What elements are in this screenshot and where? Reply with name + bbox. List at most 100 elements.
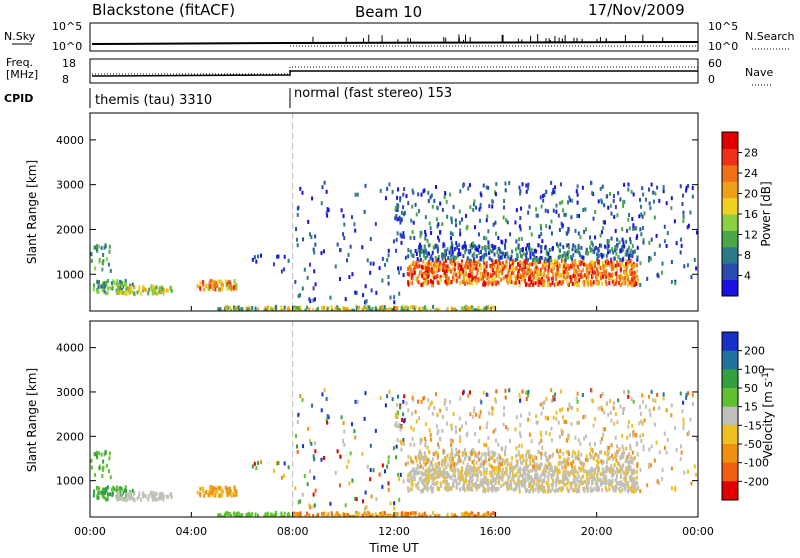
power-echo — [626, 283, 629, 288]
velocity-echo — [475, 460, 478, 465]
nsearch-tick-bottom: 10^0 — [708, 40, 738, 53]
power-echo — [505, 259, 508, 264]
velocity-echo — [406, 515, 409, 517]
velocity-echo — [520, 460, 523, 465]
power-echo — [436, 267, 439, 272]
velocity-echo — [425, 472, 428, 477]
power-echo — [511, 265, 514, 270]
velocity-echo — [570, 422, 573, 427]
velocity-echo — [593, 453, 596, 458]
velocity-echo — [444, 485, 447, 490]
power-echo — [295, 237, 298, 242]
velocity-echo — [439, 481, 442, 486]
power-echo — [517, 271, 520, 276]
velocity-echo — [594, 416, 597, 421]
power-echo — [501, 251, 504, 256]
power-echo — [436, 244, 439, 249]
velocity-echo — [592, 486, 595, 491]
x-tick-labels: 00:00 04:00 08:00 12:00 16:00 20:00 00:00 — [74, 306, 714, 538]
freq-unit: [MHz] — [6, 68, 38, 81]
power-echo — [614, 245, 617, 250]
power-echo — [467, 249, 470, 254]
velocity-echo — [602, 459, 605, 464]
velocity-echo — [552, 395, 555, 400]
velocity-echo — [521, 454, 524, 459]
velocity-echo — [613, 463, 616, 468]
velocity-echo — [425, 514, 428, 517]
power-echo — [450, 306, 453, 311]
velocity-echo — [670, 413, 673, 418]
velocity-echo — [477, 466, 480, 471]
power-echo — [220, 286, 223, 291]
power-echo — [106, 291, 109, 296]
velocity-echo — [501, 470, 504, 475]
power-echo — [416, 276, 419, 281]
velocity-echo — [606, 448, 609, 453]
power-echo — [455, 245, 458, 250]
power-echo — [429, 308, 432, 311]
velocity-echo — [621, 433, 624, 438]
power-echo — [510, 279, 513, 284]
velocity-echo — [589, 442, 592, 447]
velocity-echo — [387, 513, 390, 517]
power-echo — [520, 206, 523, 211]
velocity-echo — [128, 496, 131, 501]
velocity-echo — [674, 487, 677, 492]
power-echo — [119, 285, 122, 290]
power-echo — [623, 244, 626, 249]
power-echo — [400, 210, 403, 215]
nsky-spikes — [312, 34, 664, 43]
velocity-echo — [569, 485, 572, 490]
velocity-echo — [413, 442, 416, 447]
power-echo — [591, 282, 594, 287]
velocity-echo — [606, 467, 609, 472]
power-echo — [312, 298, 315, 303]
power-echo — [424, 232, 427, 237]
velocity-echo — [519, 454, 522, 459]
colorbar-tick-label: 50 — [744, 382, 758, 395]
power-echo — [560, 221, 563, 226]
velocity-echo — [280, 511, 283, 516]
velocity-echo — [583, 479, 586, 484]
velocity-echo — [441, 460, 444, 465]
velocity-echo — [423, 511, 426, 516]
velocity-echo — [353, 429, 356, 434]
power-echo — [143, 287, 146, 292]
power-echo — [622, 203, 625, 208]
velocity-echo — [449, 399, 452, 404]
velocity-echo — [325, 418, 328, 423]
velocity-echo — [576, 391, 579, 396]
velocity-echo — [316, 512, 319, 517]
velocity-echo — [695, 472, 698, 477]
power-echo — [475, 245, 478, 250]
velocity-echo — [265, 515, 268, 517]
power-echo — [599, 272, 602, 277]
power-echo — [455, 241, 458, 246]
power-echo — [587, 265, 590, 270]
velocity-echo — [436, 455, 439, 460]
power-echo — [203, 287, 206, 292]
power-echo — [626, 228, 629, 233]
velocity-echo — [455, 430, 458, 435]
power-echo — [240, 308, 243, 311]
power-echo — [593, 247, 596, 252]
velocity-echo — [631, 460, 634, 465]
power-echo — [491, 204, 494, 209]
power-echo — [559, 201, 562, 206]
nsearch-tick-top: 10^5 — [708, 20, 738, 33]
power-echo — [457, 269, 460, 274]
velocity-echo — [633, 489, 636, 494]
power-echo — [527, 264, 530, 269]
power-echo — [437, 257, 440, 262]
velocity-echo — [506, 458, 509, 463]
velocity-echo — [498, 461, 501, 466]
power-echo — [398, 270, 401, 275]
power-echo — [537, 273, 540, 278]
velocity-echo — [488, 411, 491, 416]
cpid-segment-1: themis (tau) 3310 — [95, 93, 212, 108]
velocity-echo — [311, 403, 314, 408]
velocity-echo — [214, 493, 217, 498]
colorbar-tick-label: 15 — [744, 401, 758, 414]
power-ylabel: Slant Range [km] — [25, 160, 39, 264]
power-echo — [353, 222, 356, 227]
